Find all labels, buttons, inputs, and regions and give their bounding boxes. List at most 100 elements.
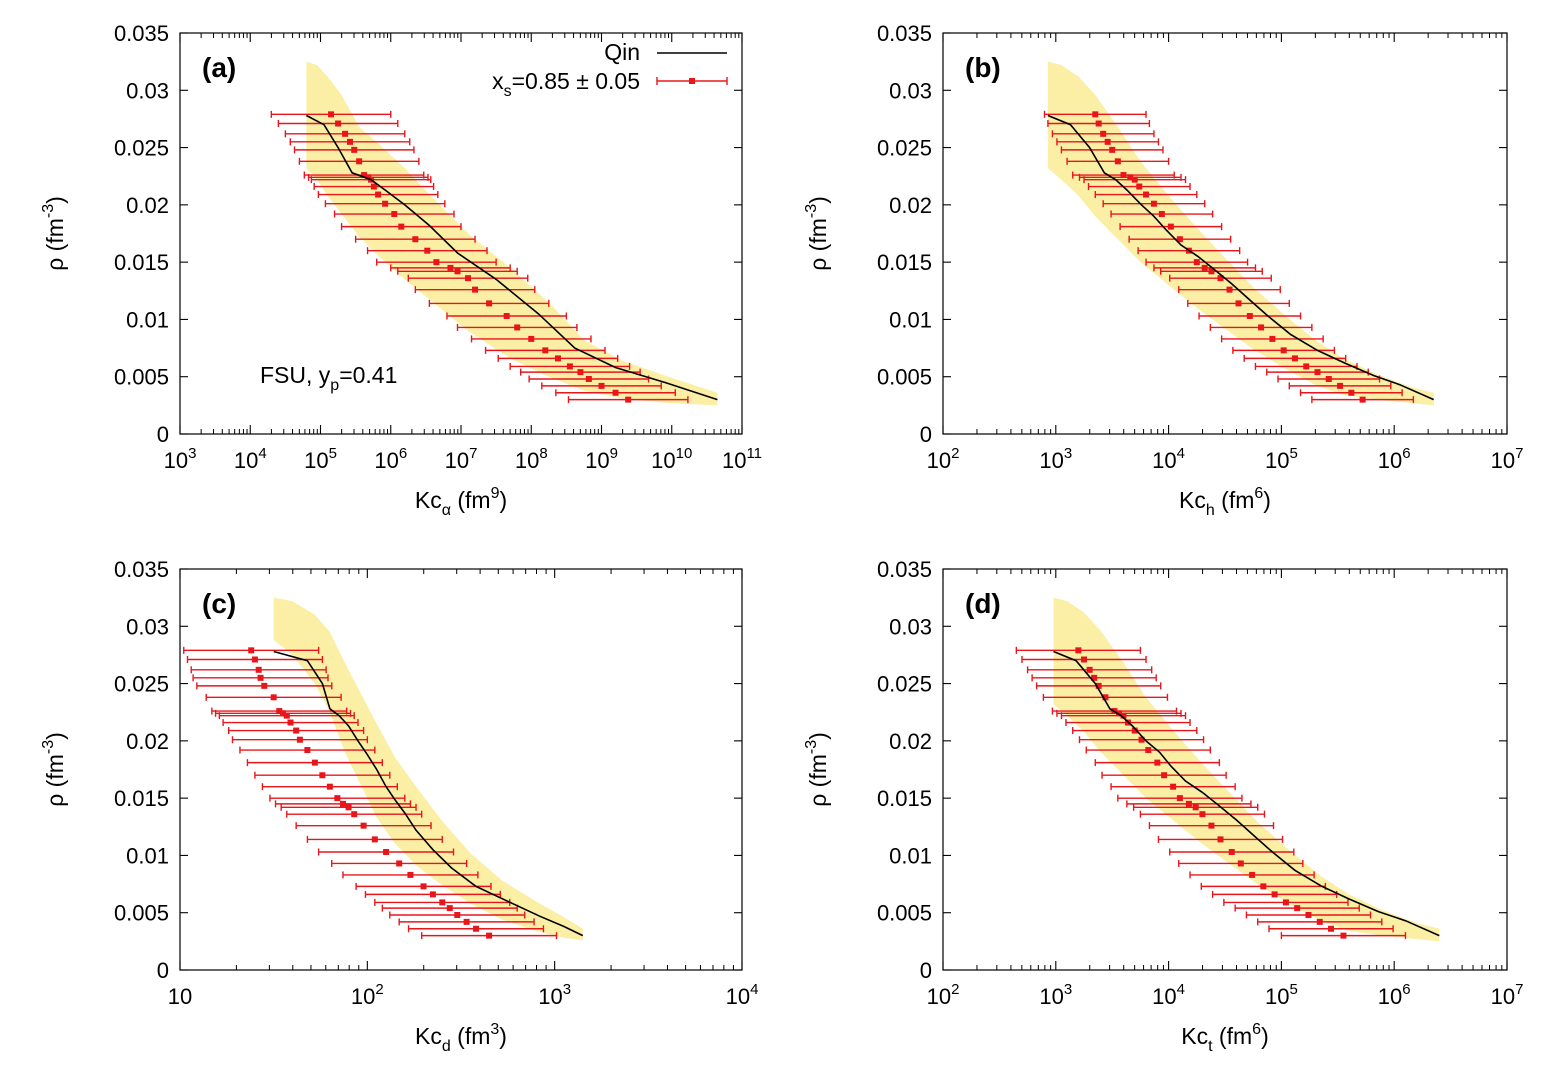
x-tick-label: 105 xyxy=(304,445,337,473)
data-marker xyxy=(554,355,561,362)
panel-label: (d) xyxy=(965,588,1001,619)
x-tick-label: 105 xyxy=(1265,981,1298,1009)
data-marker xyxy=(577,369,584,376)
data-point xyxy=(254,771,391,779)
data-point xyxy=(470,335,592,343)
data-marker xyxy=(1102,694,1109,701)
data-point xyxy=(407,925,545,933)
y-tick-label: 0.005 xyxy=(114,365,169,390)
y-tick-label: 0.02 xyxy=(126,729,169,754)
data-marker xyxy=(339,800,346,807)
data-marker xyxy=(326,783,333,790)
data-point xyxy=(246,759,384,767)
data-marker xyxy=(585,376,592,383)
data-marker xyxy=(347,138,354,145)
data-point xyxy=(446,312,568,320)
y-axis-label: ρ (fm-3) xyxy=(40,196,68,271)
data-marker xyxy=(1314,369,1321,376)
data-point xyxy=(1066,157,1170,165)
data-point xyxy=(1110,783,1236,791)
y-tick-label: 0.01 xyxy=(126,843,169,868)
data-point xyxy=(1128,235,1232,243)
plot-area xyxy=(270,61,718,406)
data-point xyxy=(1119,223,1223,231)
plot-area xyxy=(183,597,584,941)
chart-panel-c: 0 0.005 0.01 0.015 0.02 0.025 0.03 0.035 10 102 10… xyxy=(40,557,758,1055)
data-marker xyxy=(283,712,290,719)
data-point xyxy=(1015,646,1142,654)
data-point xyxy=(1083,176,1187,184)
data-point xyxy=(284,130,406,138)
data-marker xyxy=(371,836,378,843)
data-marker xyxy=(1131,727,1138,734)
data-point xyxy=(239,746,376,754)
y-tick-label: 0.03 xyxy=(889,614,932,639)
data-point xyxy=(1060,146,1164,154)
data-point xyxy=(1060,712,1187,720)
data-marker xyxy=(342,130,349,137)
data-point xyxy=(1169,274,1272,282)
data-point xyxy=(1056,138,1160,146)
data-marker xyxy=(439,899,446,906)
data-marker xyxy=(1359,396,1366,403)
y-tick-label: 0.035 xyxy=(877,21,932,46)
y-tick-label: 0.025 xyxy=(114,136,169,161)
data-marker xyxy=(1246,312,1253,319)
data-marker xyxy=(472,286,479,293)
x-tick-label: 109 xyxy=(585,445,618,473)
data-marker xyxy=(334,795,341,802)
x-tick-label: 104 xyxy=(234,445,267,473)
y-tick-label: 0.025 xyxy=(877,672,932,697)
y-axis-label: ρ (fm-3) xyxy=(40,732,68,807)
data-marker xyxy=(1217,836,1224,843)
data-point xyxy=(1211,890,1338,898)
legend-data-marker xyxy=(689,78,695,84)
data-point xyxy=(1078,736,1205,744)
y-tick-label: 0.03 xyxy=(889,78,932,103)
data-marker xyxy=(1120,172,1127,179)
data-point xyxy=(317,848,455,856)
x-tick-label: 103 xyxy=(1039,981,1072,1009)
data-marker xyxy=(1138,736,1145,743)
data-point xyxy=(313,183,435,191)
y-tick-label: 0 xyxy=(157,422,169,447)
data-marker xyxy=(1193,259,1200,266)
data-point xyxy=(196,682,333,690)
data-point xyxy=(1101,771,1227,779)
data-marker xyxy=(420,883,427,890)
data-point xyxy=(1268,925,1394,933)
y-tick-label: 0.02 xyxy=(889,729,932,754)
data-marker xyxy=(1235,300,1242,307)
data-marker xyxy=(407,871,414,878)
data-point xyxy=(186,656,324,664)
data-marker xyxy=(1325,376,1332,383)
data-marker xyxy=(1228,848,1235,855)
data-marker xyxy=(1258,324,1265,331)
data-marker xyxy=(1081,656,1087,663)
data-point xyxy=(1234,904,1360,912)
data-marker xyxy=(248,647,255,654)
x-tick-label: 103 xyxy=(164,445,197,473)
data-marker xyxy=(1127,174,1134,181)
y-tick-label: 0.005 xyxy=(877,365,932,390)
data-point xyxy=(331,859,468,867)
x-tick-label: 104 xyxy=(1152,981,1185,1009)
data-point xyxy=(1187,299,1290,307)
plot-area xyxy=(1015,597,1440,942)
y-tick-label: 0.005 xyxy=(114,901,169,926)
data-point xyxy=(528,375,650,383)
x-axis-label: Kct (fm6) xyxy=(1181,1021,1268,1055)
x-tick-label: 107 xyxy=(1491,981,1524,1009)
x-axis-label: Kch (fm6) xyxy=(1179,485,1271,519)
data-point xyxy=(293,146,415,154)
data-point xyxy=(509,362,631,370)
data-marker xyxy=(447,264,454,271)
y-tick-label: 0.005 xyxy=(877,901,932,926)
data-marker xyxy=(280,710,287,717)
data-marker xyxy=(257,674,264,681)
data-marker xyxy=(293,727,300,734)
data-point xyxy=(340,223,462,231)
data-marker xyxy=(429,891,436,898)
data-point xyxy=(298,157,420,165)
data-point xyxy=(295,822,432,830)
